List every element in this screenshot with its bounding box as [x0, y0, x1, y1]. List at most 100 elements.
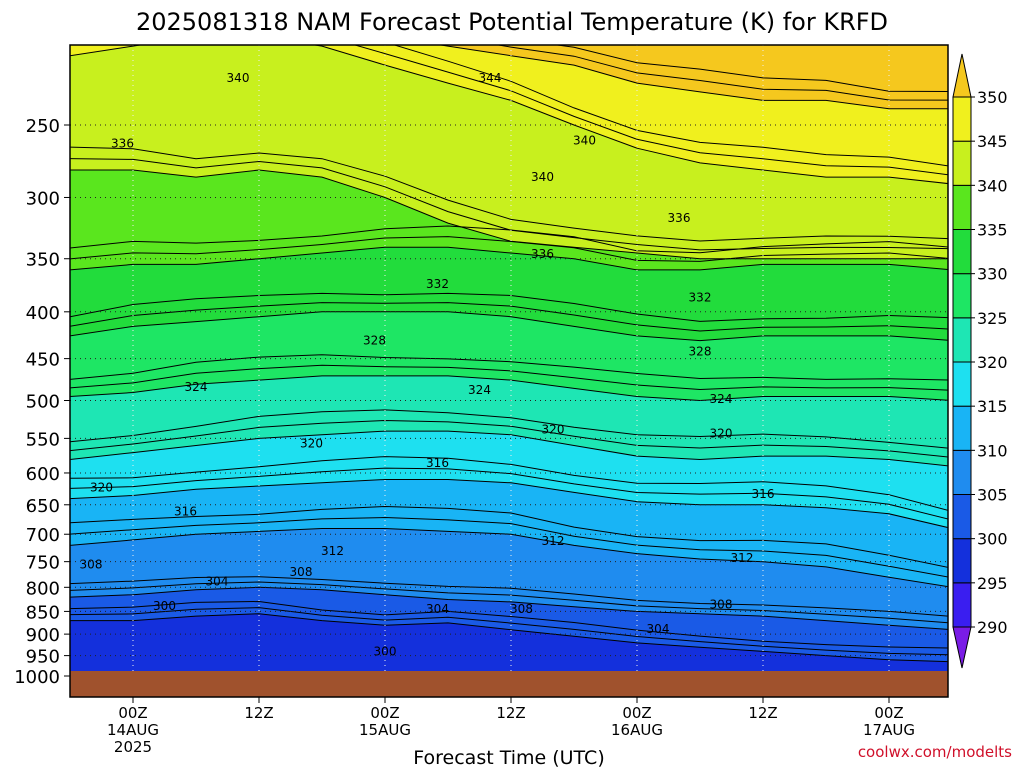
y-tick-label: 950 [26, 647, 60, 668]
x-tick-label: 00Z [874, 704, 903, 722]
contour-label: 332 [426, 277, 449, 291]
contour-line-315-1 [70, 467, 948, 520]
contour-line-350-2 [553, 45, 948, 92]
y-tick-label: 400 [26, 303, 60, 324]
y-tick-label: 650 [26, 496, 60, 517]
contour-line-300-0 [70, 613, 948, 663]
contour-line-325-2 [70, 354, 948, 381]
contour-label: 320 [300, 436, 323, 450]
contour-label: 340 [573, 134, 596, 148]
contour-line-305-0 [70, 586, 948, 630]
contour-label: 316 [174, 504, 197, 518]
contour-label: 340 [531, 170, 554, 184]
colorbar-swatch [952, 494, 972, 540]
colorbar-label: 335 [977, 221, 1008, 240]
y-axis-pressure: 2503003504004505005506006507007508008509… [14, 116, 70, 688]
x-tick-label: 12Z [244, 704, 273, 722]
colorbar-swatch [952, 229, 972, 275]
contour-label: 328 [689, 344, 712, 358]
contour-line-320-2 [70, 409, 948, 449]
y-tick-label: 250 [26, 116, 60, 137]
colorbar-label: 290 [977, 618, 1008, 637]
plot-frame [69, 44, 949, 698]
contour-line-315-2 [70, 456, 948, 511]
x-tick-label: 15AUG [359, 721, 411, 739]
contour-labels: 340 344 336 340 340 336 336 332 332 328 328 324 324 3… [80, 71, 775, 659]
contour-line-300-2 [70, 600, 948, 649]
colorbar-label: 295 [977, 574, 1008, 593]
contour-label: 324 [468, 383, 491, 397]
contour-line-330-1 [70, 302, 948, 332]
colorbar-swatch [952, 140, 972, 186]
contour-label: 304 [426, 602, 449, 616]
contour-line-310-1 [70, 516, 948, 578]
chart-title: 2025081318 NAM Forecast Potential Temper… [136, 8, 888, 36]
colorbar-label: 345 [977, 132, 1008, 151]
contour-line-300-1 [70, 607, 948, 656]
colorbar-swatch [952, 184, 972, 230]
contour-label: 324 [710, 392, 733, 406]
colorbar-label: 305 [977, 486, 1008, 505]
contour-line-320-0 [70, 430, 948, 467]
contour-label: 320 [542, 423, 565, 437]
x-tick-label: 00Z [622, 704, 651, 722]
x-tick-label: 12Z [496, 704, 525, 722]
y-tick-label: 300 [26, 188, 60, 209]
x-axis-label: Forecast Time (UTC) [413, 747, 604, 768]
colorbar-label: 350 [977, 88, 1008, 107]
contour-label: 312 [731, 551, 754, 565]
contour-label: 324 [185, 380, 208, 394]
y-tick-label: 600 [26, 464, 60, 485]
x-tick-label: 00Z [118, 704, 147, 722]
colorbar-label: 325 [977, 309, 1008, 328]
contour-line-310-2 [70, 505, 948, 568]
colorbar-label: 330 [977, 265, 1008, 284]
contour-label: 320 [90, 480, 113, 494]
colorbar-label: 300 [977, 530, 1008, 549]
contour-label: 312 [321, 544, 344, 558]
contour-label: 344 [479, 71, 502, 85]
colorbar-swatch [952, 317, 972, 363]
colorbar-arrow-top [952, 53, 972, 98]
contour-label: 304 [206, 574, 229, 588]
contour-label: 308 [80, 557, 103, 571]
ground-fill [70, 671, 948, 697]
contour-line-335-0 [70, 246, 948, 271]
y-tick-label: 800 [26, 578, 60, 599]
x-tick-label: 17AUG [863, 721, 915, 739]
colorbar-label: 310 [977, 441, 1008, 460]
y-tick-label: 450 [26, 350, 60, 371]
contour-label: 308 [510, 602, 533, 616]
colorbar-swatch [952, 96, 972, 142]
credit-text: coolwx.com/modelts [858, 743, 1012, 761]
x-tick-label: 00Z [370, 704, 399, 722]
colorbar-swatch [952, 361, 972, 407]
contour-label: 300 [153, 599, 176, 613]
y-tick-label: 500 [26, 392, 60, 413]
contour-label: 308 [710, 597, 733, 611]
x-tick-label: 2025 [114, 738, 152, 756]
y-tick-label: 750 [26, 553, 60, 574]
contour-label: 320 [710, 426, 733, 440]
contour-label: 332 [689, 291, 712, 305]
colorbar-arrow-bottom [952, 626, 972, 669]
contour-label: 312 [542, 534, 565, 548]
contour-label: 336 [531, 247, 554, 261]
colorbar-label: 315 [977, 397, 1008, 416]
contour-label: 328 [363, 334, 386, 348]
contour-label: 300 [374, 644, 397, 658]
contour-label: 336 [668, 211, 691, 225]
colorbar-label: 340 [977, 176, 1008, 195]
grid-lines [70, 45, 948, 697]
contour-line-305-2 [70, 576, 948, 617]
y-tick-label: 350 [26, 250, 60, 271]
contour-label: 316 [426, 456, 449, 470]
colorbar-swatch [952, 273, 972, 319]
contour-line-315-0 [70, 479, 948, 529]
contour-line-330-0 [70, 311, 948, 342]
colorbar-swatch [952, 405, 972, 451]
y-tick-label: 850 [26, 602, 60, 623]
contour-label: 316 [752, 487, 775, 501]
